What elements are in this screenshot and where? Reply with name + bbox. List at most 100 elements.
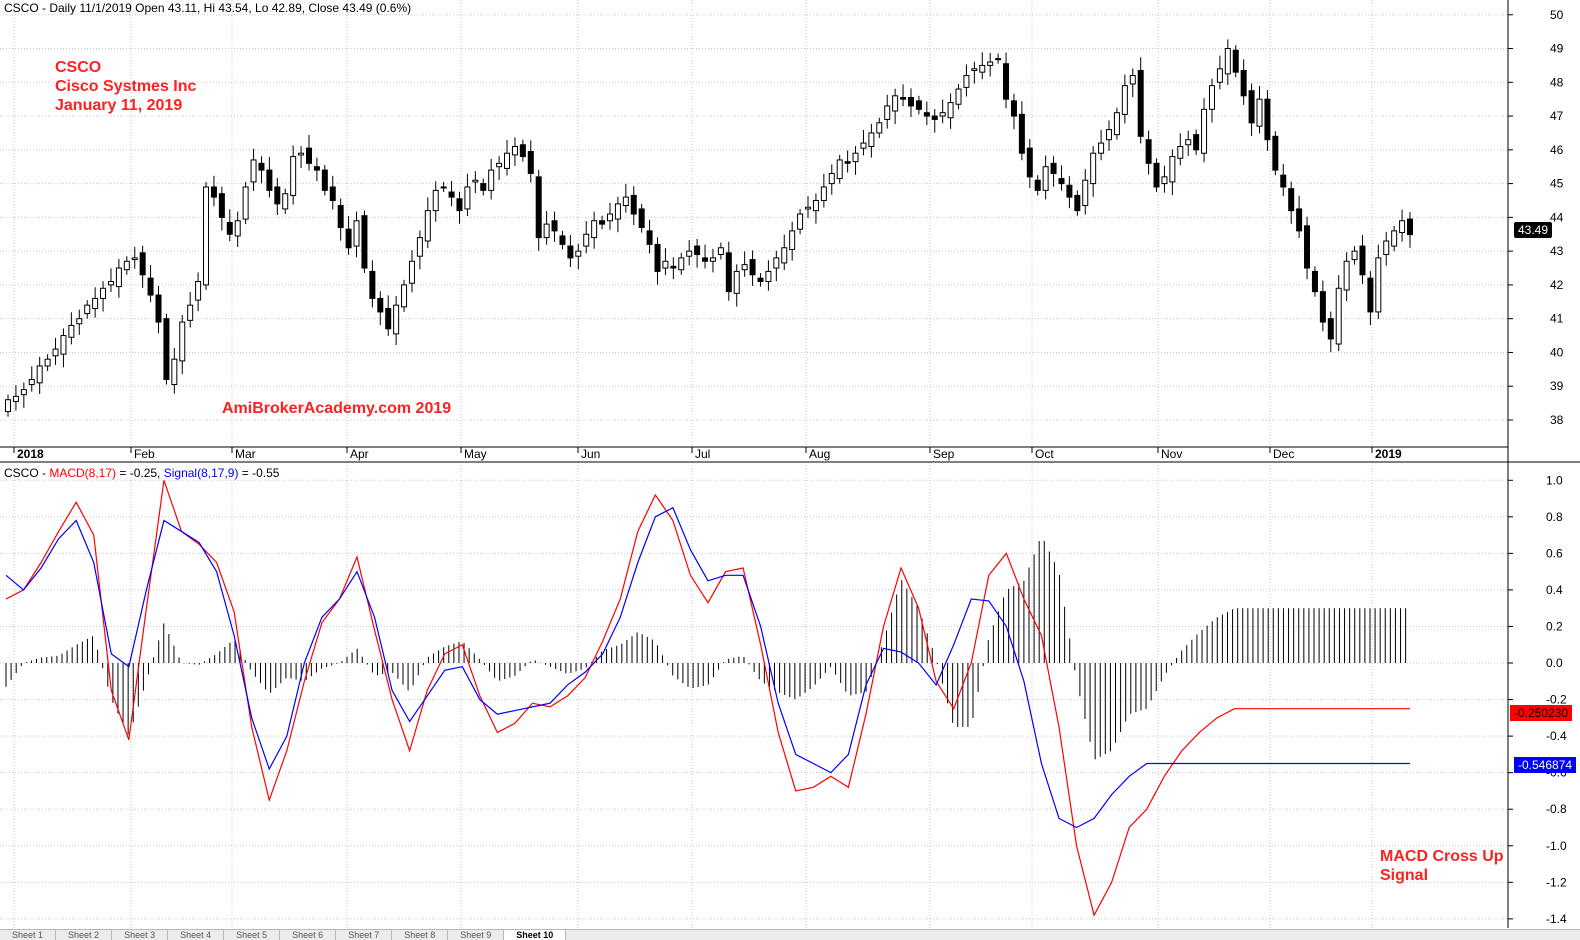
candle-body [1137, 69, 1144, 137]
candle-body [68, 324, 75, 338]
candle-body [955, 88, 962, 105]
candle-body [1082, 179, 1089, 207]
candle-body [282, 193, 289, 210]
candle-body [1161, 176, 1168, 185]
sheet-tab[interactable]: Sheet 10 [504, 930, 567, 940]
sheet-tab[interactable]: Sheet 8 [392, 930, 449, 940]
candle-body [171, 358, 178, 386]
candle-body [393, 304, 400, 335]
sheet-tab[interactable]: Sheet 5 [224, 930, 281, 940]
candle-body [1090, 152, 1097, 185]
candle-body [622, 196, 629, 207]
candle-body [931, 115, 938, 120]
price-tick-label: 38 [1550, 413, 1564, 427]
candle-body [147, 277, 154, 296]
candle-body [329, 186, 336, 201]
candle-body [1034, 179, 1041, 191]
macd-header-macd-value: = -0.25, [116, 466, 164, 480]
candle-body [1042, 166, 1049, 191]
sheet-tab[interactable]: Sheet 7 [336, 930, 393, 940]
candle-body [1335, 287, 1342, 345]
candle-body [480, 183, 487, 191]
candle-body [1343, 260, 1350, 291]
candle-body [424, 210, 431, 242]
candle-body [1304, 225, 1311, 269]
candle-body [979, 64, 986, 73]
price-tick-label: 48 [1550, 75, 1564, 89]
candle-body [123, 260, 130, 271]
candle-body [298, 152, 305, 156]
candle-body [504, 152, 511, 169]
candle-body [1367, 277, 1374, 313]
candle-body [519, 144, 526, 158]
candle-body [496, 162, 503, 168]
candle-body [345, 228, 352, 249]
date-tick-label: May [464, 447, 487, 461]
candle-body [551, 220, 558, 232]
candle-body [1185, 139, 1192, 146]
date-tick-label: Oct [1035, 447, 1054, 461]
candle-body [915, 100, 922, 110]
candle-body [195, 281, 202, 301]
candle-body [12, 395, 19, 402]
candle-body [337, 205, 344, 229]
candle-body [1193, 134, 1200, 151]
macd-line [5, 480, 1410, 917]
sheet-tab[interactable]: Sheet 9 [448, 930, 505, 940]
candle-body [1058, 178, 1065, 185]
candle-body [907, 96, 914, 107]
macd-header-signal: Signal(8,17,9) [163, 466, 239, 480]
candle-body [155, 294, 162, 323]
sheet-tab[interactable]: Sheet 2 [56, 930, 113, 940]
candle-body [939, 112, 946, 117]
candle-body [52, 348, 59, 357]
candle-body [1216, 68, 1223, 83]
candle-body [1066, 184, 1073, 198]
macd-tick-label: 0.6 [1546, 546, 1563, 560]
candle-body [250, 159, 257, 183]
candle-body [820, 186, 827, 201]
candle-body [559, 235, 566, 245]
candle-body [20, 389, 27, 396]
candle-body [583, 233, 590, 247]
candle-body [408, 260, 415, 284]
candle-body [844, 161, 851, 164]
macd-tick-label: -0.4 [1546, 729, 1567, 743]
candle-body [717, 247, 724, 256]
date-tick-label: 2018 [17, 447, 44, 461]
candle-body [242, 186, 249, 220]
macd-last-tag: -0.250230 [1510, 705, 1573, 721]
price-tick-label: 47 [1550, 109, 1564, 123]
candle-body [1121, 85, 1128, 115]
sheet-tab[interactable]: Sheet 1 [0, 930, 57, 940]
candle-body [575, 250, 582, 257]
candle-body [369, 270, 376, 299]
candle-body [5, 399, 11, 413]
date-tick-label: Jun [581, 447, 600, 461]
cross-up-annotation-line2: Signal [1380, 867, 1429, 884]
sheet-tab[interactable]: Sheet 6 [280, 930, 337, 940]
macd-tick-label: 1.0 [1546, 473, 1563, 487]
candle-body [868, 132, 875, 147]
candle-body [472, 179, 479, 183]
date-tick-label: Nov [1161, 447, 1182, 461]
candle-body [527, 151, 534, 174]
candle-body [812, 199, 819, 212]
macd-tick-label: -1.2 [1546, 875, 1567, 889]
candle-body [599, 220, 606, 225]
candle-body [313, 166, 320, 171]
candle-body [234, 220, 241, 237]
candle-body [448, 191, 455, 198]
sheet-tab[interactable]: Sheet 3 [112, 930, 169, 940]
signal-line [5, 506, 1410, 829]
date-tick-label: Feb [134, 447, 155, 461]
sheet-tab[interactable]: Sheet 4 [168, 930, 225, 940]
candle-body [757, 277, 764, 283]
candle-body [1232, 49, 1239, 73]
cross-up-annotation-line1: MACD Cross Up [1380, 848, 1504, 865]
candle-body [828, 172, 835, 185]
candle-body [876, 122, 883, 134]
candle-body [923, 112, 930, 117]
candle-body [630, 194, 637, 215]
candle-body [971, 68, 978, 71]
